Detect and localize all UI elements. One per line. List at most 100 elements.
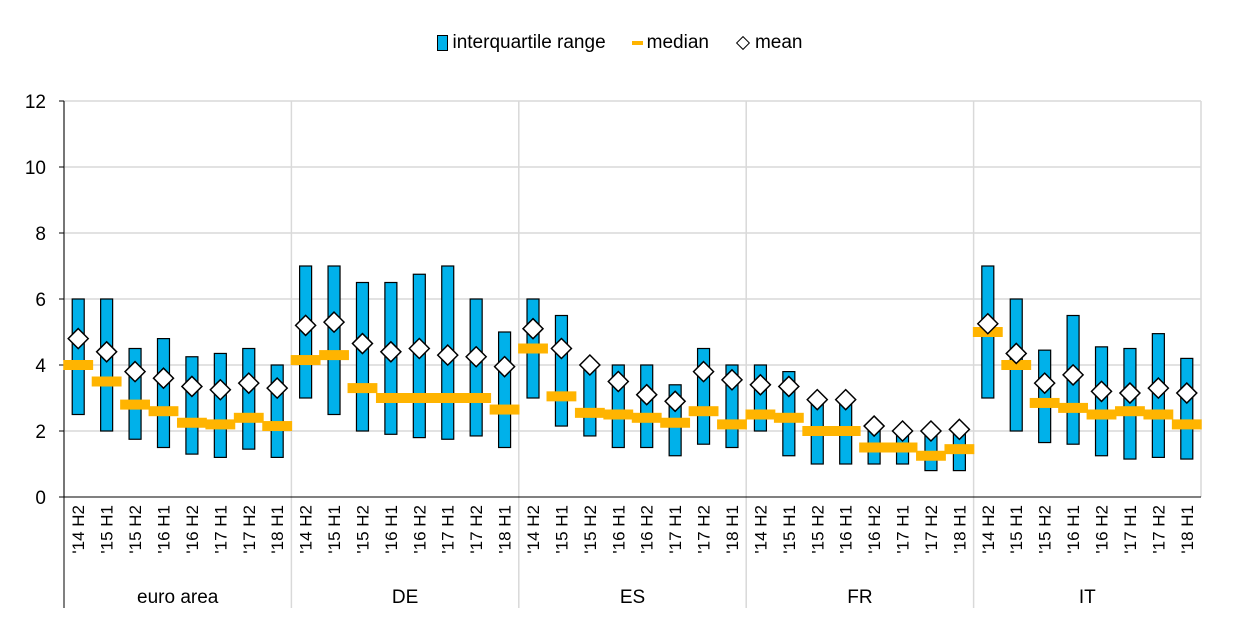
iqr-bar: [554, 314, 569, 427]
x-tick-label: '15 H2: [1036, 505, 1055, 554]
axis-labels: 0 2 4 6 8 10 12 '14 H2 '15 H1 '15 H2 '16 H1 '16 H2 '…: [25, 92, 1197, 608]
median-mark: [1058, 402, 1089, 413]
median-mark: [546, 391, 577, 402]
mean-marker: [720, 368, 744, 391]
median-mark: [205, 419, 236, 430]
x-tick-label: '15 H1: [325, 505, 344, 554]
iqr-bar: [1038, 349, 1052, 444]
x-tick-label: '14 H2: [524, 505, 543, 554]
mean-marker: [521, 317, 545, 340]
x-tick-label: '15 H1: [780, 505, 799, 554]
x-tick-label: '16 H1: [154, 505, 173, 554]
median-mark: [944, 444, 975, 455]
mean-marker: [948, 418, 971, 441]
x-tick-label: '17 H2: [240, 505, 259, 554]
mean-marker: [266, 377, 289, 400]
x-tick-label: '15 H2: [808, 505, 827, 554]
x-tick-label: '18 H1: [723, 505, 742, 554]
y-tick-label: 12: [25, 92, 46, 113]
mean-marker: [209, 378, 232, 401]
iqr-bar: [71, 298, 85, 416]
mean-marker: [578, 353, 601, 377]
mean-marker: [976, 312, 999, 335]
mean-marker: [124, 360, 147, 383]
mean-marker: [1147, 377, 1170, 400]
median-mark: [1171, 419, 1202, 430]
mean-marker: [1090, 380, 1113, 403]
median-mark: [91, 376, 122, 387]
median-mark: [574, 407, 605, 418]
median-mark: [631, 412, 662, 423]
axes: [59, 100, 1201, 608]
x-tick-label: '14 H2: [297, 505, 316, 554]
median-mark: [1143, 409, 1174, 420]
mean-marker: [919, 419, 943, 443]
median-mark: [404, 393, 435, 403]
median-mark: [518, 343, 548, 354]
mean-marker: [1118, 381, 1141, 405]
x-tick-label: '15 H2: [126, 505, 145, 554]
mean-marker: [1175, 381, 1198, 405]
y-tick-label: 4: [35, 356, 46, 377]
median-mark: [461, 393, 492, 403]
median-mark: [916, 450, 946, 461]
mean-marker: [1062, 363, 1085, 386]
x-tick-label: '17 H2: [695, 505, 714, 554]
median-mark: [489, 404, 520, 415]
x-tick-label: '16 H2: [410, 505, 429, 554]
median-mark: [1029, 397, 1060, 408]
x-tick-label: '18 H1: [1178, 505, 1197, 554]
y-tick-label: 8: [35, 224, 46, 245]
iqr-bar: [213, 352, 227, 459]
mean-marker: [351, 332, 374, 355]
mean-marker: [891, 419, 914, 443]
x-tick-label: '14 H2: [69, 505, 88, 554]
iqr-bar: [185, 356, 199, 455]
median-mark: [262, 421, 293, 432]
mean-marker: [237, 372, 260, 395]
median-marks: [63, 327, 1202, 461]
group-label: DE: [392, 587, 418, 608]
iqr-bar: [327, 265, 341, 416]
mean-marker: [294, 314, 317, 337]
median-mark: [63, 360, 94, 370]
x-tick-label: '15 H2: [581, 505, 600, 554]
x-tick-label: '15 H1: [552, 505, 571, 554]
mean-marker: [180, 375, 203, 398]
y-tick-label: 10: [25, 158, 46, 179]
median-mark: [688, 406, 719, 417]
median-mark: [148, 406, 179, 417]
x-tick-label: '15 H2: [353, 505, 372, 554]
mean-marker: [1033, 372, 1056, 395]
median-mark: [290, 355, 321, 366]
median-mark: [717, 419, 747, 430]
mean-marker: [635, 383, 658, 406]
x-tick-label: '15 H1: [98, 505, 117, 554]
x-tick-label: '17 H1: [1121, 505, 1140, 554]
x-tick-label: '16 H2: [865, 505, 884, 554]
x-tick-label: '14 H2: [751, 505, 770, 554]
x-tick-label: '16 H1: [837, 505, 856, 554]
x-tick-label: '17 H1: [211, 505, 230, 554]
mean-marker: [806, 388, 829, 411]
x-tick-label: '17 H2: [467, 505, 486, 554]
median-mark: [319, 350, 349, 361]
iqr-bar: [1180, 357, 1194, 460]
legend-item-median: median: [631, 32, 709, 54]
x-tick-label: '16 H1: [382, 505, 401, 554]
x-tick-label: '18 H1: [268, 505, 287, 554]
mean-marker: [834, 388, 857, 411]
y-tick-label: 6: [35, 290, 46, 311]
mean-marker: [664, 390, 687, 413]
x-tick-label: '17 H1: [666, 505, 685, 554]
iqr-bar: [497, 331, 512, 449]
mean-marker: [152, 367, 175, 390]
group-label: ES: [620, 587, 645, 608]
iqr-bar: [355, 281, 370, 432]
median-mark: [660, 417, 691, 428]
iqr-bar: [100, 298, 114, 432]
median-mark: [830, 426, 861, 436]
mean-marker: [408, 337, 431, 360]
legend-median-label: median: [646, 32, 709, 53]
